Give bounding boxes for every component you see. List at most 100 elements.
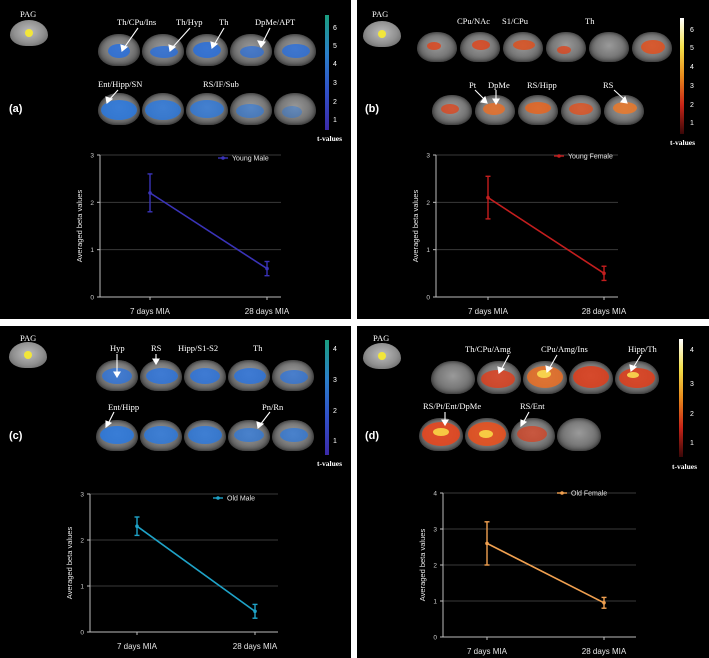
colorbar-label: t-values (672, 462, 697, 471)
x-tick-label: 28 days MIA (233, 642, 278, 651)
colorbar-label: t-values (317, 134, 342, 143)
y-tick-label: 0 (426, 295, 430, 302)
colorbar (325, 340, 329, 455)
colorbar-tick: 1 (333, 438, 337, 445)
brain-label: RS/Ent (520, 401, 545, 411)
series-line (149, 192, 268, 270)
colorbar-tick: 1 (690, 440, 694, 447)
brain-label: Pn/Rn (262, 402, 284, 412)
data-point (135, 524, 139, 528)
brain-label: RS/Pt/Ent/DpMe (423, 401, 482, 411)
brain-label-arrows (441, 354, 642, 428)
panel-c: PAG (c) Hyp RS Hipp/S1-S2 Th Ent/Hipp Pn… (0, 326, 351, 658)
panel-d: PAG (d) Th/CPu/Amg CPu/Amg/Ins Hipp/Th R… (357, 326, 709, 658)
y-tick-label: 1 (426, 247, 430, 254)
colorbar-tick: 4 (690, 64, 694, 71)
y-tick-label: 2 (433, 563, 437, 570)
colorbar-tick: 1 (333, 117, 337, 124)
brain-label: CPu/Amg/Ins (541, 344, 588, 354)
brain-label: Th/CPu/Amg (465, 344, 511, 354)
panel-letter: (d) (365, 430, 380, 442)
legend-label: Young Female (568, 154, 613, 161)
brain-label: Pt (469, 80, 477, 90)
chart-old-female: 0 1 2 3 4 Averaged beta values 7 days MIA 28 da… (418, 491, 636, 656)
colorbar-tick: 2 (333, 408, 337, 415)
pag-label: PAG (20, 9, 37, 19)
y-tick-label: 3 (426, 153, 430, 160)
pag-label: PAG (372, 9, 389, 19)
x-tick-label: 7 days MIA (468, 307, 509, 316)
x-tick-label: 7 days MIA (130, 307, 171, 316)
pag-seed-brain (9, 342, 47, 368)
colorbar-label: t-values (670, 138, 695, 147)
legend-marker (560, 491, 564, 495)
brain-label: RS/Hipp (527, 80, 557, 90)
y-axis-label: Averaged beta values (418, 529, 427, 602)
panel-letter: (c) (9, 430, 23, 442)
data-point (148, 191, 152, 195)
y-tick-label: 3 (80, 492, 84, 499)
x-tick-label: 28 days MIA (582, 307, 627, 316)
brain-label: Ent/Hipp (108, 402, 140, 412)
colorbar-label: t-values (317, 459, 342, 468)
series-line (487, 196, 605, 275)
colorbar-tick: 2 (333, 99, 337, 106)
legend-marker (557, 154, 561, 158)
brain-label: Th/Hyp (176, 17, 203, 27)
colorbar (680, 18, 684, 134)
data-point (485, 541, 489, 546)
y-tick-label: 1 (433, 599, 437, 606)
y-tick-label: 3 (433, 527, 437, 534)
pag-seed-brain (10, 20, 48, 46)
chart-old-male: 0 1 2 3 Averaged beta values 7 days MIA 28 day… (65, 492, 278, 651)
pag-label: PAG (373, 333, 390, 343)
legend-label: Young Male (232, 156, 269, 163)
colorbar-tick: 2 (690, 411, 694, 418)
y-axis-label: Averaged beta values (75, 190, 84, 263)
brain-label-arrows (474, 89, 628, 106)
colorbar-tick: 1 (690, 120, 694, 127)
y-tick-label: 3 (90, 153, 94, 160)
brain-label: Th/CPu/Ins (117, 17, 157, 27)
x-tick-label: 28 days MIA (582, 647, 627, 656)
y-tick-label: 0 (80, 630, 84, 637)
pag-seed-dot (378, 30, 386, 38)
y-tick-label: 2 (426, 200, 430, 207)
colorbar-tick: 3 (333, 80, 337, 87)
brain-label: RS (151, 343, 162, 353)
legend-label: Old Male (227, 496, 255, 503)
data-point (602, 271, 606, 276)
legend-marker (216, 496, 220, 500)
brain-slice (589, 32, 629, 62)
y-tick-label: 1 (80, 584, 84, 591)
colorbar-tick: 4 (333, 346, 337, 353)
colorbar-tick: 5 (690, 45, 694, 52)
brain-label: Th (219, 17, 229, 27)
brain-label: DpMe/APT (255, 17, 296, 27)
colorbar-tick: 4 (333, 61, 337, 68)
data-point (602, 601, 606, 605)
brain-label: CPu/NAc (457, 16, 491, 26)
brain-slice (274, 93, 316, 125)
colorbar (325, 15, 329, 130)
y-tick-label: 2 (90, 200, 94, 207)
pag-seed-dot (25, 29, 33, 37)
colorbar-tick: 3 (333, 377, 337, 384)
legend-label: Old Female (571, 491, 607, 498)
brain-label: S1/CPu (502, 16, 528, 26)
x-tick-label: 7 days MIA (117, 642, 158, 651)
brain-label-arrows (105, 354, 271, 430)
pag-label: PAG (20, 333, 37, 343)
pag-seed-dot (378, 352, 386, 360)
y-axis-label: Averaged beta values (411, 190, 420, 263)
brain-label: DpMe (488, 80, 510, 90)
colorbar-tick: 5 (333, 43, 337, 50)
pag-seed-brain (363, 21, 401, 47)
colorbar-tick: 6 (690, 27, 694, 34)
colorbar-tick: 4 (690, 347, 694, 354)
y-axis-label: Averaged beta values (65, 527, 74, 600)
data-point (486, 195, 490, 200)
x-tick-label: 7 days MIA (467, 647, 508, 656)
legend-marker (221, 156, 225, 160)
brain-label: Hyp (110, 343, 125, 353)
